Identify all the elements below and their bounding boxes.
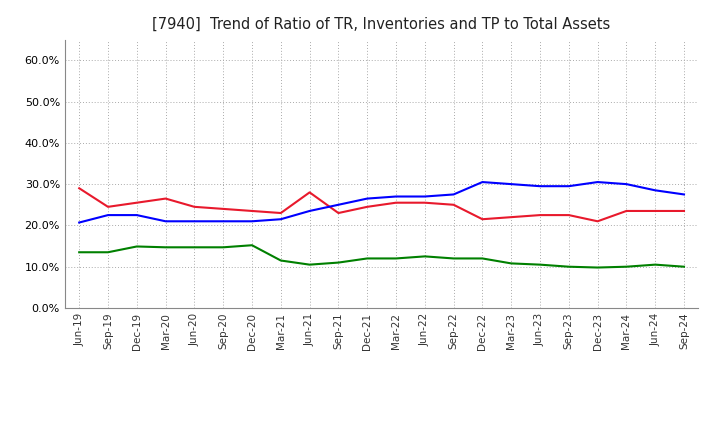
Inventories (478, 180, 487, 185)
Inventories (104, 213, 112, 218)
Trade Receivables (161, 196, 170, 201)
Trade Payables (363, 256, 372, 261)
Trade Receivables (334, 210, 343, 216)
Inventories (363, 196, 372, 201)
Title: [7940]  Trend of Ratio of TR, Inventories and TP to Total Assets: [7940] Trend of Ratio of TR, Inventories… (153, 16, 611, 32)
Inventories (334, 202, 343, 207)
Inventories (392, 194, 400, 199)
Trade Receivables (276, 210, 285, 216)
Trade Receivables (219, 206, 228, 212)
Trade Receivables (75, 186, 84, 191)
Trade Receivables (132, 200, 141, 205)
Trade Receivables (392, 200, 400, 205)
Trade Receivables (248, 208, 256, 213)
Inventories (305, 208, 314, 213)
Trade Receivables (593, 219, 602, 224)
Trade Receivables (363, 204, 372, 209)
Inventories (75, 220, 84, 225)
Trade Payables (75, 249, 84, 255)
Trade Receivables (478, 216, 487, 222)
Trade Receivables (622, 208, 631, 213)
Trade Payables (680, 264, 688, 269)
Trade Receivables (680, 208, 688, 213)
Trade Payables (622, 264, 631, 269)
Trade Receivables (190, 204, 199, 209)
Trade Payables (219, 245, 228, 250)
Trade Payables (334, 260, 343, 265)
Trade Payables (248, 242, 256, 248)
Trade Receivables (564, 213, 573, 218)
Trade Payables (593, 265, 602, 270)
Trade Payables (449, 256, 458, 261)
Trade Payables (651, 262, 660, 267)
Trade Receivables (449, 202, 458, 207)
Trade Payables (276, 258, 285, 263)
Inventories (132, 213, 141, 218)
Trade Receivables (305, 190, 314, 195)
Inventories (449, 192, 458, 197)
Trade Payables (190, 245, 199, 250)
Trade Receivables (536, 213, 544, 218)
Inventories (276, 216, 285, 222)
Trade Payables (536, 262, 544, 267)
Trade Payables (478, 256, 487, 261)
Inventories (507, 181, 516, 187)
Line: Inventories: Inventories (79, 182, 684, 223)
Inventories (651, 188, 660, 193)
Inventories (536, 183, 544, 189)
Inventories (161, 219, 170, 224)
Trade Receivables (104, 204, 112, 209)
Trade Payables (104, 249, 112, 255)
Line: Trade Receivables: Trade Receivables (79, 188, 684, 221)
Line: Trade Payables: Trade Payables (79, 245, 684, 268)
Inventories (248, 219, 256, 224)
Trade Payables (564, 264, 573, 269)
Inventories (593, 180, 602, 185)
Trade Payables (392, 256, 400, 261)
Trade Payables (161, 245, 170, 250)
Trade Payables (305, 262, 314, 267)
Inventories (680, 192, 688, 197)
Trade Payables (132, 244, 141, 249)
Inventories (219, 219, 228, 224)
Inventories (564, 183, 573, 189)
Inventories (190, 219, 199, 224)
Trade Payables (420, 254, 429, 259)
Trade Payables (507, 261, 516, 266)
Inventories (622, 181, 631, 187)
Trade Receivables (507, 215, 516, 220)
Inventories (420, 194, 429, 199)
Trade Receivables (420, 200, 429, 205)
Trade Receivables (651, 208, 660, 213)
